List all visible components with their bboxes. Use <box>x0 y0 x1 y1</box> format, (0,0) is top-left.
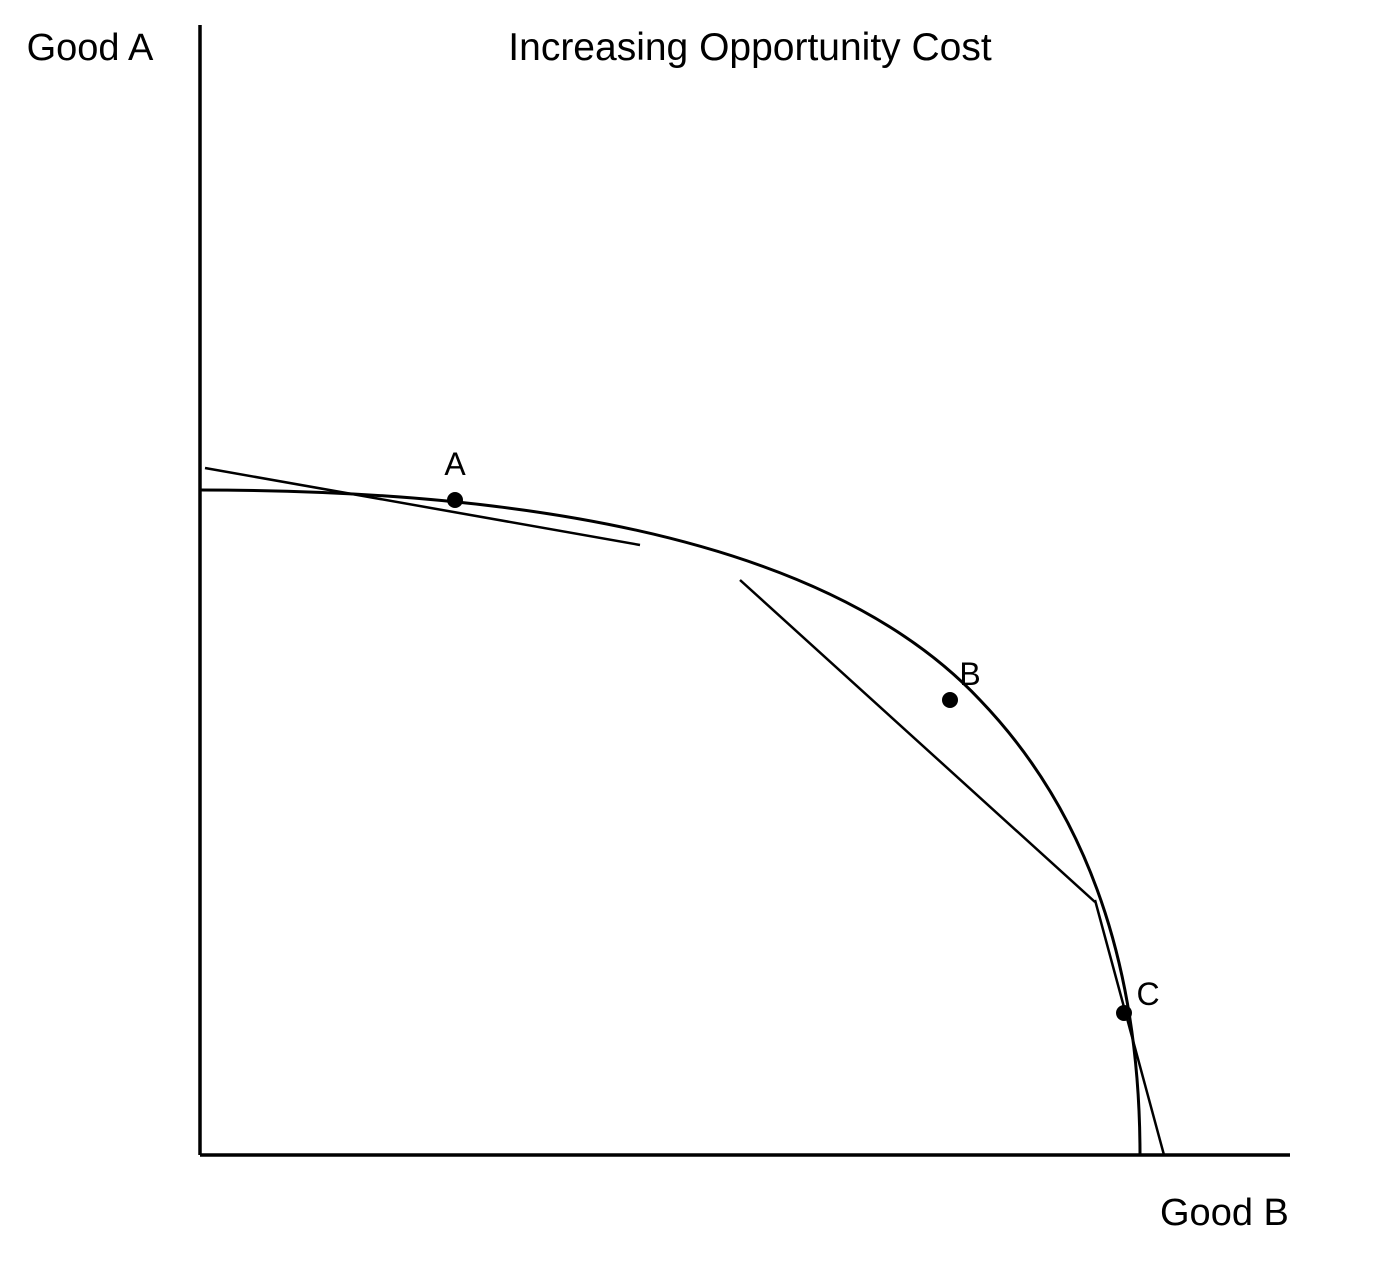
tangent-C <box>1095 900 1164 1155</box>
ppf-curve <box>200 490 1140 1155</box>
point-B <box>942 692 958 708</box>
point-label-B: B <box>959 656 980 692</box>
point-A <box>447 492 463 508</box>
chart-title: Increasing Opportunity Cost <box>508 26 992 69</box>
x-axis-label: Good B <box>1160 1192 1289 1234</box>
ppf-chart: Increasing Opportunity Cost Good A Good … <box>0 0 1376 1271</box>
tangent-lines <box>205 468 1164 1155</box>
point-label-A: A <box>444 446 466 482</box>
y-axis-label: Good A <box>27 27 154 69</box>
point-C <box>1116 1005 1132 1021</box>
tangent-A <box>205 468 640 545</box>
tangent-B <box>740 580 1095 902</box>
point-label-C: C <box>1136 976 1159 1012</box>
curve-points: A B C <box>444 446 1159 1021</box>
